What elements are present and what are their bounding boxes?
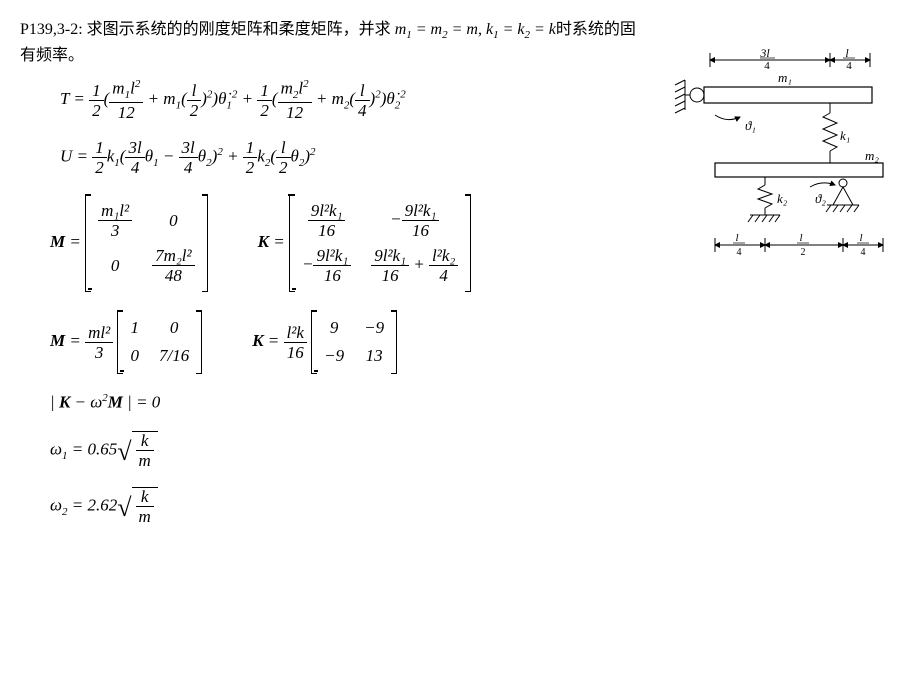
svg-text:2: 2	[801, 247, 806, 258]
svg-text:l: l	[735, 232, 738, 244]
system-diagram: 3l 4 l 4 m₁ ϑ₁ k₁ m₂ ϑ₂ k₂ l	[655, 45, 895, 285]
mass-matrix-general: M = m₁l²30 07m₂l²48	[50, 194, 208, 292]
stiff-matrix-simplified: K = l²k16 9−9 −913	[252, 310, 397, 374]
eq-omega2: ω2 = 2.62√km	[50, 487, 640, 525]
svg-text:k₂: k₂	[777, 191, 788, 206]
title-prefix: P139,3-2:	[20, 21, 87, 38]
svg-text:4: 4	[846, 60, 852, 72]
title-text-1: 求图示系统的的刚度矩阵和柔度矩阵，并求	[87, 21, 395, 38]
eq-potential: U = 12k1(3l4θ1 − 3l4θ2)2 + 12k2(l2θ2)2	[60, 139, 640, 176]
svg-text:k₁: k₁	[840, 128, 850, 143]
svg-text:ϑ₂: ϑ₂	[815, 191, 826, 206]
eq-omega1: ω1 = 0.65√km	[50, 431, 640, 469]
eq-determinant: | K − ω2M | = 0	[50, 392, 640, 413]
title-math: m1 = m2 = m, k1 = k2 = k	[395, 21, 556, 38]
mass-matrix-simplified: M = ml²3 10 07/16	[50, 310, 202, 374]
svg-text:m₂: m₂	[865, 148, 879, 163]
stiff-matrix-general: K = 9l²k₁16 −9l²k₁16 −9l²k₁16 9l²k₁16 + …	[258, 194, 472, 292]
svg-text:l: l	[799, 232, 802, 244]
svg-text:4: 4	[861, 247, 866, 258]
svg-text:ϑ₁: ϑ₁	[745, 118, 756, 133]
svg-text:4: 4	[764, 60, 770, 72]
eq-kinetic: T = 12(m1l212 + m1(l2)2)θ̇12 + 12(m2l212…	[60, 79, 640, 121]
svg-text:l: l	[859, 232, 862, 244]
svg-text:4: 4	[737, 247, 742, 258]
svg-text:m₁: m₁	[778, 70, 792, 85]
problem-title: P139,3-2: 求图示系统的的刚度矩阵和柔度矩阵，并求 m1 = m2 = …	[20, 15, 640, 65]
